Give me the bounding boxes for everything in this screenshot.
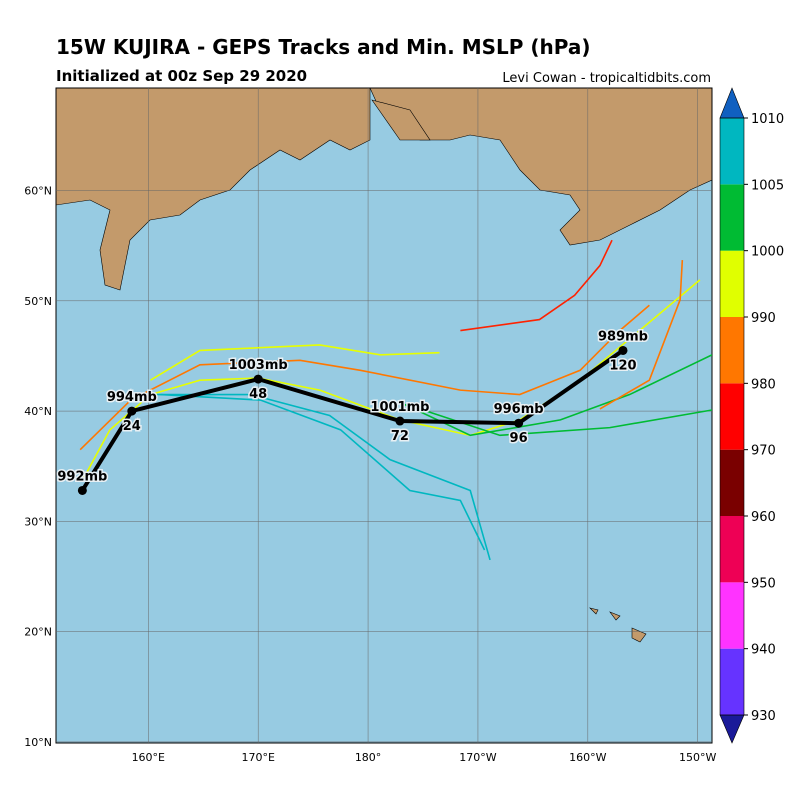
colorbar-tick-label: 1005 <box>751 178 784 193</box>
colorbar-segment <box>720 383 744 450</box>
y-tick-label: 30°N <box>24 515 52 528</box>
member-track <box>79 304 650 451</box>
colorbar-tick-label: 1000 <box>751 245 784 260</box>
colorbar-tick-label: 940 <box>751 643 776 658</box>
x-tick-label: 170°W <box>459 751 496 764</box>
y-tick-label: 50°N <box>24 295 52 308</box>
y-tick-label: 40°N <box>24 405 52 418</box>
colorbar-segment <box>720 118 744 185</box>
pressure-label: 992mb <box>57 469 107 484</box>
member-track <box>160 393 486 551</box>
colorbar-tick-label: 960 <box>751 510 776 525</box>
land <box>56 88 712 643</box>
x-tick-label: 150°W <box>679 751 716 764</box>
colorbar-segment <box>720 184 744 251</box>
title: 15W KUJIRA - GEPS Tracks and Min. MSLP (… <box>56 35 591 59</box>
x-tick-label: 180° <box>355 751 382 764</box>
y-tick-label: 10°N <box>24 736 52 749</box>
mean-track <box>80 348 625 492</box>
colorbar-frame <box>719 117 745 716</box>
pressure-label: 1003mb <box>229 358 288 373</box>
colorbar-over <box>719 87 745 119</box>
colorbar-segment <box>720 317 744 384</box>
mean-track-point <box>618 345 628 355</box>
colorbar-tick-label: 950 <box>751 576 776 591</box>
credit: Levi Cowan - tropicaltidbits.com <box>502 71 711 86</box>
mean-track-point <box>127 406 137 416</box>
colorbar-tick-label: 970 <box>751 444 776 459</box>
map-frame <box>55 87 713 744</box>
subtitle: Initialized at 00z Sep 29 2020 <box>56 67 307 85</box>
mean-track-point <box>253 374 263 384</box>
member-track <box>460 239 613 332</box>
colorbar-tick-label: 980 <box>751 377 776 392</box>
x-tick-label: 160°W <box>569 751 606 764</box>
pressure-label: 996mb <box>494 402 544 417</box>
plot-layer <box>56 88 712 743</box>
mean-track-point <box>77 485 87 495</box>
y-tick-label: 20°N <box>24 626 52 639</box>
x-tick-label: 170°E <box>241 751 274 764</box>
hour-label: 48 <box>249 387 267 402</box>
member-track <box>150 344 440 381</box>
colorbar-segment <box>720 250 744 317</box>
x-tick-label: 160°E <box>132 751 165 764</box>
hour-label: 96 <box>510 431 528 446</box>
pressure-label: 989mb <box>598 329 648 344</box>
colorbar-segment <box>720 516 744 583</box>
hour-label: 24 <box>123 419 141 434</box>
pressure-label: 1001mb <box>370 400 429 415</box>
colorbar-tick-label: 930 <box>751 709 776 724</box>
colorbar-tick-label: 1010 <box>751 112 784 127</box>
member-track <box>599 259 684 410</box>
mean-track-point <box>514 418 524 428</box>
hour-label: 120 <box>609 358 636 373</box>
pressure-label: 994mb <box>107 390 157 405</box>
member-track <box>150 393 491 561</box>
colorbar-tick-label: 990 <box>751 311 776 326</box>
colorbar-segment <box>720 449 744 516</box>
colorbar-under <box>719 714 745 744</box>
colorbar-segment <box>720 582 744 649</box>
member-track <box>399 354 712 437</box>
mean-track-point <box>395 416 405 426</box>
y-tick-label: 60°N <box>24 185 52 198</box>
hour-label: 72 <box>391 429 409 444</box>
colorbar-segment <box>720 648 744 715</box>
